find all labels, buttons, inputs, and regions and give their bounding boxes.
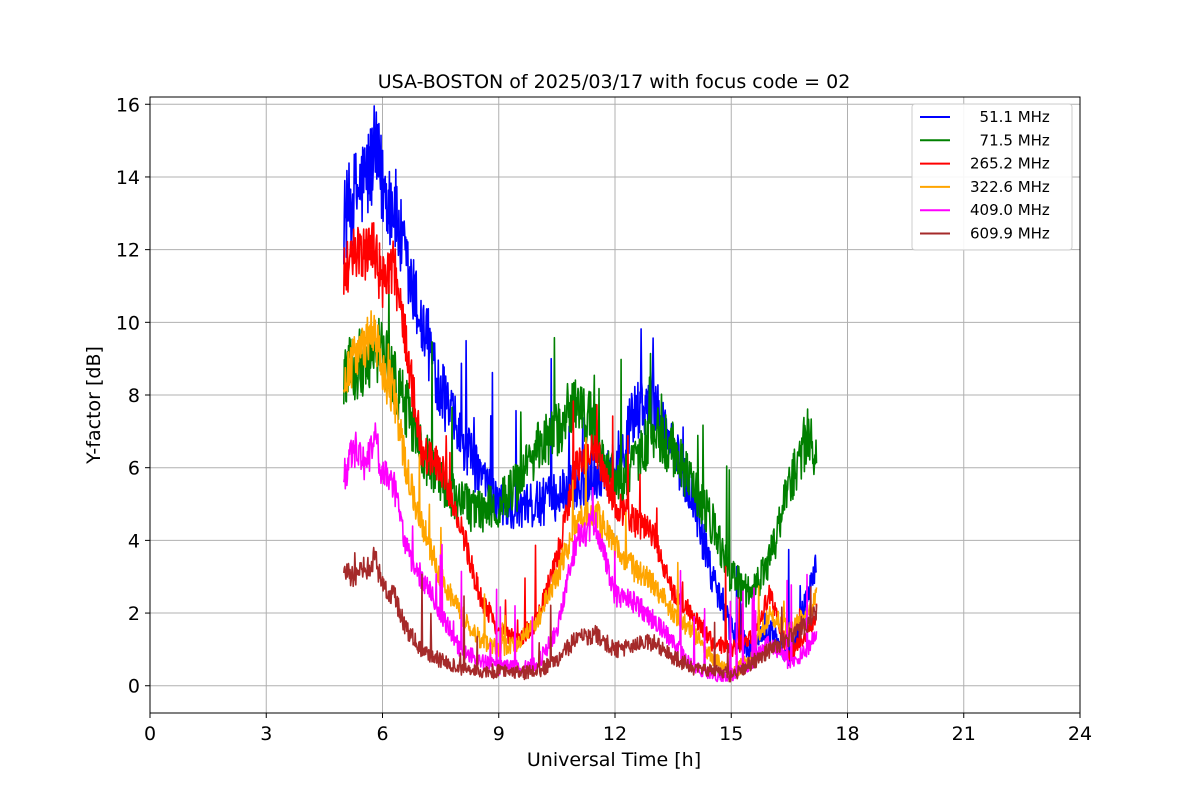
y-tick-label: 10 xyxy=(116,312,140,334)
plot-lines xyxy=(343,105,818,683)
y-tick-label: 16 xyxy=(116,94,140,116)
x-tick-label: 15 xyxy=(719,723,743,745)
legend-entry: 51.1 MHz xyxy=(970,108,1050,126)
legend: 51.1 MHz 71.5 MHz 265.2 MHz 322.6 MHz 409.0… xyxy=(911,103,1073,251)
legend-entry: 322.6 MHz xyxy=(970,178,1050,196)
y-tick-label: 6 xyxy=(128,458,140,480)
x-tick-label: 6 xyxy=(376,723,388,745)
y-tick-label: 2 xyxy=(128,603,140,625)
legend-box xyxy=(911,103,1073,251)
x-tick-label: 12 xyxy=(603,723,627,745)
y-axis: 0 2 4 6 8 10 12 14 16 xyxy=(116,94,150,698)
x-axis-label: Universal Time [h] xyxy=(527,749,701,771)
y-tick-label: 12 xyxy=(116,240,140,262)
y-tick-label: 4 xyxy=(128,530,140,552)
legend-entry: 609.9 MHz xyxy=(970,225,1050,243)
legend-entry: 409.0 MHz xyxy=(970,201,1050,219)
x-tick-label: 24 xyxy=(1068,723,1092,745)
legend-entry: 265.2 MHz xyxy=(970,155,1050,173)
x-tick-label: 21 xyxy=(952,723,976,745)
x-tick-label: 9 xyxy=(493,723,505,745)
y-tick-label: 14 xyxy=(116,167,140,189)
series-line-5 xyxy=(343,546,818,683)
x-axis: 0 3 6 9 12 15 18 21 24 xyxy=(144,713,1092,745)
y-axis-label: Y-factor [dB] xyxy=(83,346,105,465)
legend-entry: 71.5 MHz xyxy=(970,131,1050,149)
chart-title: USA-BOSTON of 2025/03/17 with focus code… xyxy=(378,71,851,93)
y-tick-label: 8 xyxy=(128,385,140,407)
x-tick-label: 3 xyxy=(260,723,272,745)
y-tick-label: 0 xyxy=(128,676,140,698)
x-tick-label: 18 xyxy=(835,723,859,745)
x-tick-label: 0 xyxy=(144,723,156,745)
